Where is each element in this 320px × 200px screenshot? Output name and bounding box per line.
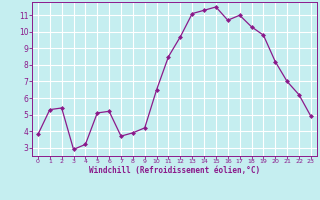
- X-axis label: Windchill (Refroidissement éolien,°C): Windchill (Refroidissement éolien,°C): [89, 166, 260, 175]
